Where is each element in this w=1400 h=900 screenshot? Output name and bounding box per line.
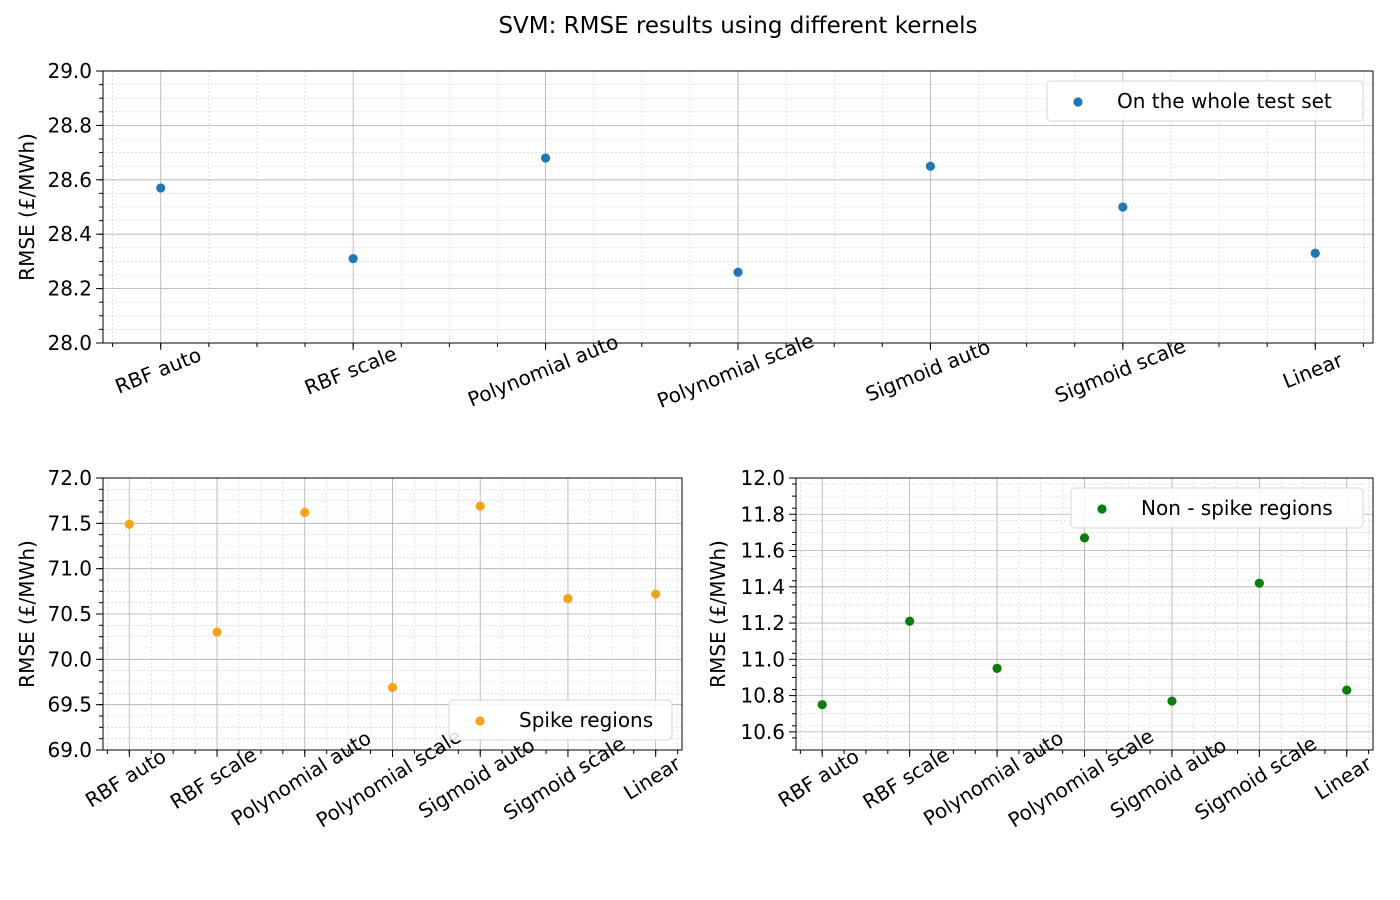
x-tick-label: Polynomial auto [919, 725, 1067, 830]
data-point [475, 501, 485, 511]
x-tick-label: Polynomial auto [227, 725, 375, 830]
legend-box [448, 699, 673, 741]
y-axis-label: RMSE (£/MWh) [15, 133, 39, 281]
y-tick-label: 71.0 [47, 557, 92, 581]
x-tick-label: Linear [1310, 751, 1376, 805]
data-point [563, 593, 573, 604]
y-tick-label: 29.0 [47, 59, 92, 83]
y-tick-label: 28.4 [47, 222, 92, 246]
x-tick-label: Polynomial scale [312, 724, 466, 833]
legend-marker [1073, 97, 1083, 107]
x-tick-label: Polynomial scale [1004, 724, 1158, 833]
legend: Non - spike regions [1070, 487, 1364, 529]
data-point [156, 183, 166, 193]
x-tick-label: Sigmoid scale [1051, 333, 1189, 407]
x-tick-label: Sigmoid auto [862, 335, 994, 407]
y-tick-label: 69.0 [47, 738, 92, 762]
y-tick-label: 69.5 [47, 693, 92, 717]
x-tick-label: RBF auto [774, 744, 863, 812]
x-tick-label: RBF scale [301, 341, 400, 400]
legend-box [1070, 487, 1364, 529]
legend-box [1046, 80, 1364, 122]
legend-label: Spike regions [519, 708, 653, 732]
plot-frame [102, 70, 1374, 344]
data-point [212, 627, 222, 637]
y-axis-label: RMSE (£/MWh) [15, 540, 39, 688]
x-tick-label: RBF auto [112, 342, 205, 398]
data-point [1079, 533, 1090, 543]
legend-marker [475, 716, 485, 726]
y-tick-label: 70.5 [47, 602, 92, 626]
plot-frame [795, 477, 1374, 751]
figure-title: SVM: RMSE results using different kernel… [498, 13, 977, 39]
y-tick-label: 11.8 [740, 502, 785, 526]
plot-frame [102, 477, 683, 751]
y-tick-label: 11.6 [740, 539, 785, 563]
x-tick-label: Linear [1279, 347, 1346, 393]
data-point [348, 254, 358, 264]
data-point [1118, 202, 1128, 212]
legend-label: Non - spike regions [1141, 496, 1333, 520]
y-tick-label: 12.0 [740, 466, 785, 490]
data-point [992, 663, 1002, 674]
data-point [925, 161, 936, 171]
x-tick-label: Linear [619, 751, 685, 805]
y-tick-label: 11.2 [740, 611, 785, 635]
y-axis-label: RMSE (£/MWh) [706, 540, 730, 688]
legend: On the whole test set [1046, 80, 1364, 122]
data-point [905, 616, 915, 626]
legend-label: On the whole test set [1117, 89, 1332, 113]
y-tick-label: 71.5 [47, 511, 92, 535]
x-tick-label: Polynomial auto [464, 329, 621, 411]
y-tick-label: 72.0 [47, 466, 92, 490]
data-point [733, 267, 743, 277]
data-point [817, 700, 827, 710]
data-point [1167, 696, 1177, 706]
data-point [124, 519, 134, 529]
data-point [300, 507, 310, 518]
y-tick-label: 10.8 [740, 684, 785, 708]
data-point [1310, 248, 1320, 258]
y-tick-label: 10.6 [740, 720, 785, 744]
legend: Spike regions [448, 699, 673, 741]
y-tick-label: 11.4 [740, 575, 785, 599]
y-tick-label: 11.0 [740, 647, 785, 671]
y-tick-label: 28.2 [47, 277, 92, 301]
x-tick-label: RBF auto [81, 744, 170, 812]
data-point [387, 682, 398, 693]
chart-non-spike-regions: 10.6 10.8 11.0 11.2 11.4 11.6 11.8 12.0 RBF auto… [706, 466, 1376, 832]
x-tick-label: Polynomial scale [654, 328, 817, 413]
data-point [651, 589, 661, 599]
data-point [1342, 685, 1352, 695]
chart-whole-test-set: 28.0 28.2 28.4 28.6 28.8 29.0 RBF auto RBF scal… [15, 59, 1374, 413]
data-point [1254, 578, 1264, 588]
y-tick-label: 28.0 [47, 331, 92, 355]
legend-marker [1097, 504, 1107, 514]
y-tick-label: 28.6 [47, 168, 92, 192]
y-tick-label: 70.0 [47, 647, 92, 671]
data-point [540, 153, 551, 163]
y-tick-label: 28.8 [47, 113, 92, 137]
